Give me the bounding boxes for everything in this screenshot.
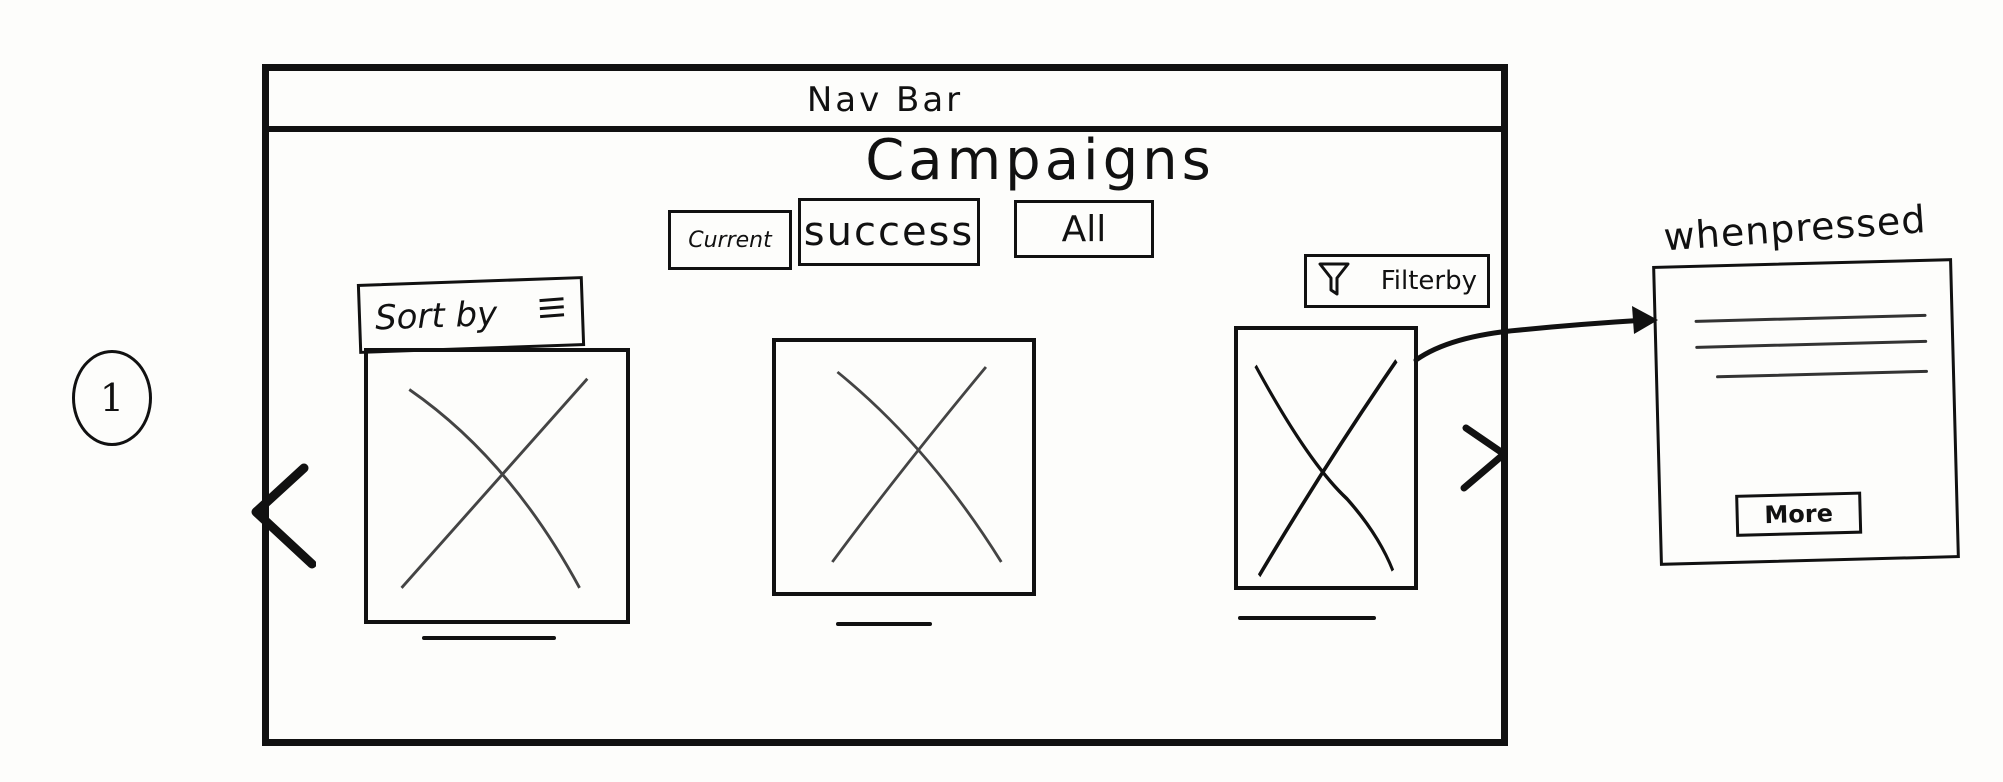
step-marker: 1 <box>72 350 152 446</box>
campaign-card-image[interactable] <box>772 338 1036 596</box>
page-title: Campaigns <box>865 128 1215 193</box>
nav-bar-label: Nav Bar <box>806 80 964 120</box>
chevron-left-icon[interactable] <box>246 460 317 570</box>
tab-success[interactable]: success <box>798 198 980 266</box>
filter-by-button[interactable]: Filterby <box>1304 254 1490 308</box>
campaign-card-caption <box>422 636 556 640</box>
filter-icon <box>1317 258 1351 305</box>
menu-icon <box>536 292 567 333</box>
image-placeholder-icon <box>400 377 589 589</box>
campaign-card-image[interactable] <box>1234 326 1418 590</box>
tab-all-label: All <box>1061 208 1107 250</box>
popup-text-line <box>1716 369 1929 379</box>
campaign-card-caption <box>1238 616 1376 620</box>
sort-by-button[interactable]: Sort by <box>356 276 586 354</box>
tab-success-label: success <box>803 209 975 255</box>
image-placeholder-icon <box>1254 359 1398 578</box>
popup-text-line <box>1695 339 1928 349</box>
tab-all[interactable]: All <box>1014 200 1154 258</box>
tab-current[interactable]: Current <box>668 210 792 270</box>
more-button[interactable]: More <box>1735 491 1863 537</box>
tab-current-label: Current <box>688 227 772 253</box>
campaign-card-caption <box>836 622 932 626</box>
arrow-right-icon <box>1410 290 1670 370</box>
campaign-popup: More <box>1652 258 1960 566</box>
popup-text-line <box>1694 313 1927 323</box>
page-frame <box>262 64 1508 746</box>
more-button-label: More <box>1764 499 1834 530</box>
image-placeholder-icon <box>831 366 1003 563</box>
filter-by-label: Filterby <box>1380 266 1477 296</box>
campaign-card-image[interactable] <box>364 348 630 624</box>
sort-by-label: Sort by <box>374 294 498 339</box>
nav-bar[interactable]: Nav Bar <box>262 64 1508 132</box>
chevron-right-icon[interactable] <box>1452 400 1522 510</box>
